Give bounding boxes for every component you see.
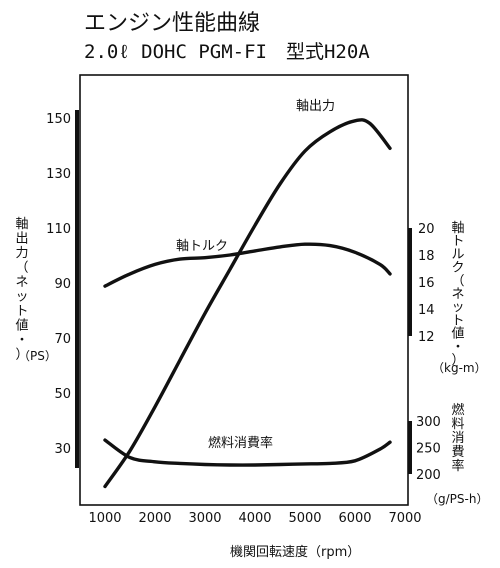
left-tick-label: 130 [46, 167, 71, 182]
left-tick-label: 70 [54, 332, 71, 347]
right-fuel-tick-label: 200 [416, 468, 441, 483]
right-torque-tick-label: 16 [418, 276, 435, 291]
x-tick-label: 5000 [288, 511, 321, 526]
left-axis-label: 軸出力（ネット値・） [15, 217, 28, 363]
chart-subtitle: 2.0ℓ DOHC PGM-FI 型式H20A [84, 41, 370, 63]
x-tick-label: 6000 [338, 511, 371, 526]
right-fuel-tick-label: 300 [416, 415, 441, 430]
series-label-fuel: 燃料消費率 [208, 435, 273, 451]
right-torque-tick-label: 14 [418, 303, 435, 318]
x-tick-label: 2000 [138, 511, 171, 526]
right-torque-axis-unit: （kg-m） [432, 361, 487, 375]
series-curves [103, 118, 392, 489]
x-tick-label: 4000 [238, 511, 271, 526]
x-tick-label: 7000 [388, 511, 421, 526]
power-curve [103, 118, 392, 489]
left-tick-label: 90 [54, 277, 71, 292]
x-tick-label: 1000 [88, 511, 121, 526]
series-label-torque: 軸トルク [176, 239, 228, 254]
right-torque-tick-label: 20 [418, 222, 435, 237]
right-axis-ticks: 12 14 16 18 20 200 250 300 [408, 222, 441, 483]
right-torque-tick-label: 12 [418, 330, 435, 345]
chart-title: エンジン性能曲線 [84, 11, 260, 36]
x-axis-label: 機関回転速度（rpm） [230, 544, 360, 560]
right-fuel-tick-label: 250 [416, 442, 441, 457]
fuel-consumption-curve [103, 438, 392, 467]
right-fuel-axis-label: 燃料消費率 [451, 402, 464, 474]
right-torque-tick-label: 18 [418, 249, 435, 264]
right-torque-axis-label: 軸トルク（ネット値・） [451, 221, 464, 368]
left-tick-label: 110 [46, 222, 71, 237]
left-tick-label: 30 [54, 442, 71, 457]
torque-curve [103, 242, 392, 288]
right-fuel-axis-unit: （g/PS-h） [426, 492, 488, 506]
left-axis-unit: （PS） [18, 349, 57, 363]
left-axis-ticks: 30 50 70 90 110 130 150 [46, 110, 79, 468]
left-tick-label: 150 [46, 112, 71, 127]
series-label-power: 軸出力 [296, 99, 335, 114]
x-axis-ticks: 1000 2000 3000 4000 5000 6000 7000 [88, 511, 421, 526]
left-tick-label: 50 [54, 387, 71, 402]
x-tick-label: 3000 [188, 511, 221, 526]
